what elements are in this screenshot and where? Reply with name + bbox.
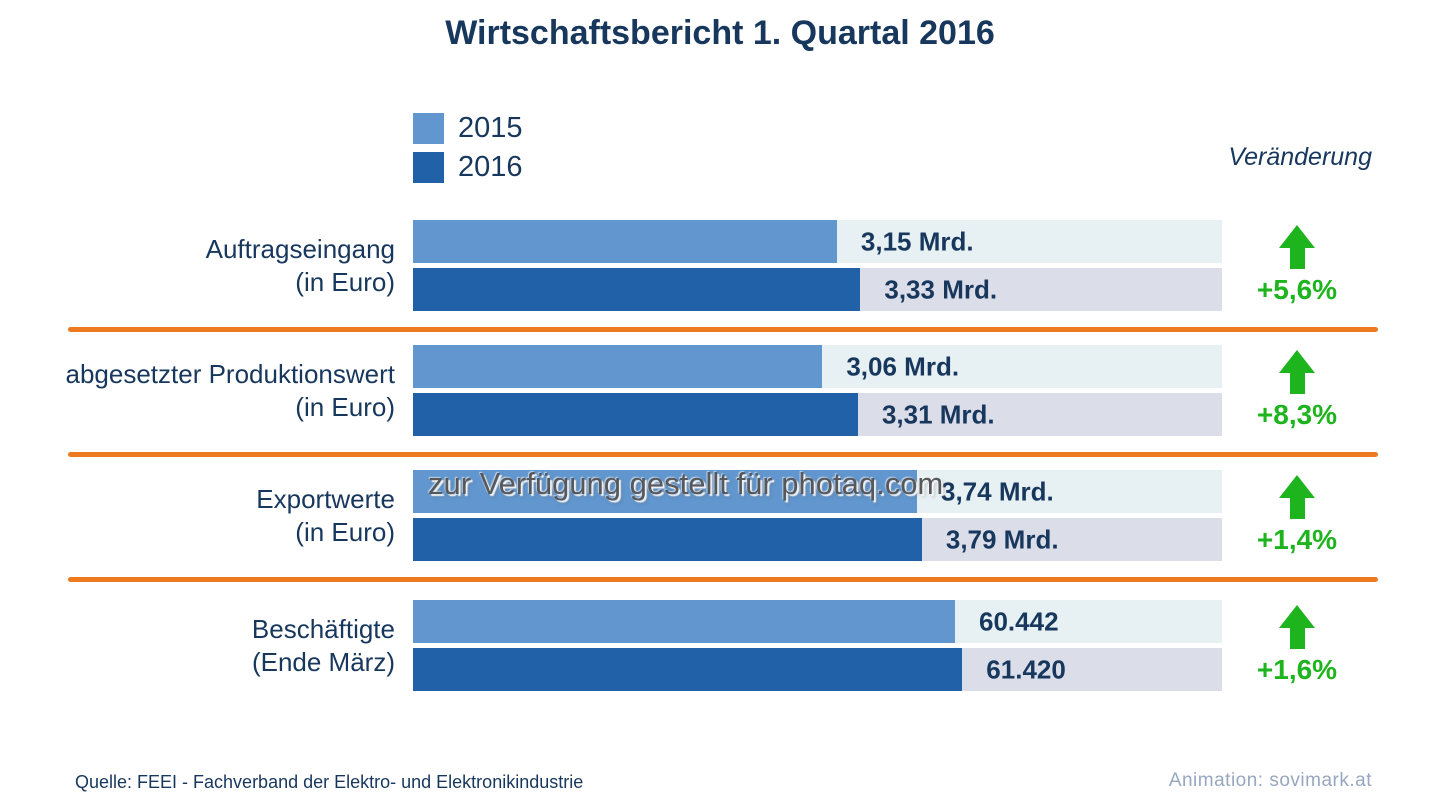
bar-2015 xyxy=(413,470,917,513)
bar-group: 3,15 Mrd. 3,33 Mrd. xyxy=(413,220,1222,316)
bar-2016 xyxy=(413,518,922,561)
metric-label: Exportwerte (in Euro) xyxy=(0,470,395,561)
change-indicator: +8,3% xyxy=(1232,345,1362,436)
bar-group: 60.442 61.420 xyxy=(413,600,1222,696)
change-indicator: +5,6% xyxy=(1232,220,1362,311)
bar-2016 xyxy=(413,268,861,311)
bar-track-2016: 3,79 Mrd. xyxy=(413,518,1222,561)
divider-line xyxy=(68,327,1378,332)
bar-value-2015: 3,06 Mrd. xyxy=(846,351,960,381)
up-arrow-icon xyxy=(1279,475,1315,519)
bar-2015 xyxy=(413,600,956,643)
metric-label-line1: abgesetzter Produktionswert xyxy=(65,358,395,389)
change-indicator: +1,4% xyxy=(1232,470,1362,561)
metric-label-line1: Auftragseingang xyxy=(205,233,395,264)
metric-label: Auftragseingang (in Euro) xyxy=(0,220,395,311)
change-percent: +8,3% xyxy=(1256,399,1338,430)
change-percent: +1,6% xyxy=(1256,654,1338,685)
divider-line xyxy=(68,452,1378,457)
legend: 2015 2016 xyxy=(413,112,523,190)
bar-value-2015: 60.442 xyxy=(979,606,1059,636)
bar-2016 xyxy=(413,648,963,691)
bar-track-2016: 61.420 xyxy=(413,648,1222,691)
bar-2016 xyxy=(413,393,858,436)
bar-value-2016: 3,33 Mrd. xyxy=(884,274,998,304)
legend-item-2015: 2015 xyxy=(413,112,523,144)
bar-value-2016: 61.420 xyxy=(986,654,1066,684)
legend-item-2016: 2016 xyxy=(413,151,523,183)
bar-track-2015: 3,06 Mrd. xyxy=(413,345,1222,388)
metric-label-line2: (in Euro) xyxy=(295,266,395,297)
bar-value-2015: 3,15 Mrd. xyxy=(860,226,974,256)
up-arrow-icon xyxy=(1279,225,1315,269)
metric-row-produktionswert: abgesetzter Produktionswert (in Euro) 3,… xyxy=(0,345,1440,436)
bar-value-2016: 3,31 Mrd. xyxy=(881,399,995,429)
bar-track-2015: 60.442 xyxy=(413,600,1222,643)
metric-label: abgesetzter Produktionswert (in Euro) xyxy=(0,345,395,436)
divider-line xyxy=(68,577,1378,582)
metric-label-line2: (in Euro) xyxy=(295,516,395,547)
change-percent: +5,6% xyxy=(1256,274,1338,305)
bar-value-2015: 3,74 Mrd. xyxy=(941,476,1054,506)
change-indicator: +1,6% xyxy=(1232,600,1362,691)
bar-track-2015: 3,74 Mrd. xyxy=(413,470,1222,513)
metric-label-line1: Exportwerte xyxy=(256,483,395,514)
legend-swatch-2016-icon xyxy=(413,151,444,183)
metric-label-line2: (in Euro) xyxy=(295,391,395,422)
metric-row-exportwerte: Exportwerte (in Euro) 3,74 Mrd. 3,79 Mrd… xyxy=(0,470,1440,561)
metric-row-beschaeftigte: Beschäftigte (Ende März) 60.442 61.420 +… xyxy=(0,600,1440,691)
up-arrow-icon xyxy=(1279,350,1315,394)
bar-track-2016: 3,31 Mrd. xyxy=(413,393,1222,436)
bar-track-2016: 3,33 Mrd. xyxy=(413,268,1222,311)
legend-label-2015: 2015 xyxy=(458,111,523,144)
legend-swatch-2015-icon xyxy=(413,112,444,144)
page-title: Wirtschaftsbericht 1. Quartal 2016 xyxy=(445,14,995,52)
bar-group: 3,74 Mrd. 3,79 Mrd. xyxy=(413,470,1222,566)
up-arrow-icon xyxy=(1279,605,1315,649)
animation-credit: Animation: sovimark.at xyxy=(1168,770,1372,791)
source-credit: Quelle: FEEI - Fachverband der Elektro- … xyxy=(75,772,584,792)
bar-value-2016: 3,79 Mrd. xyxy=(945,524,1059,554)
change-percent: +1,4% xyxy=(1256,524,1338,555)
bar-2015 xyxy=(413,345,823,388)
metric-label-line2: (Ende März) xyxy=(251,646,395,677)
metric-label-line1: Beschäftigte xyxy=(251,613,395,644)
watermark-text: zur Verfügung gestellt für photaq.com xyxy=(428,466,944,501)
bar-group: 3,06 Mrd. 3,31 Mrd. xyxy=(413,345,1222,441)
bar-track-2015: 3,15 Mrd. xyxy=(413,220,1222,263)
change-column-header: Veränderung xyxy=(1228,143,1372,171)
legend-label-2016: 2016 xyxy=(458,150,523,183)
bar-2015 xyxy=(413,220,837,263)
metric-row-auftragseingang: Auftragseingang (in Euro) 3,15 Mrd. 3,33… xyxy=(0,220,1440,311)
metric-label: Beschäftigte (Ende März) xyxy=(0,600,395,691)
